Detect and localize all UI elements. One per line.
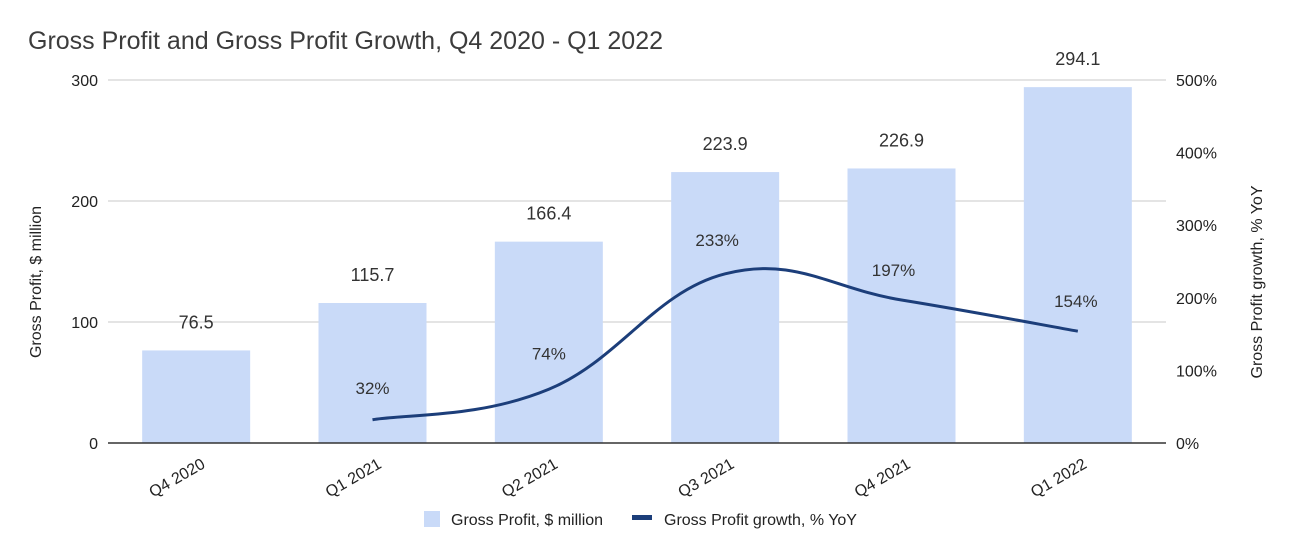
bar bbox=[142, 350, 250, 443]
line-value-label: 32% bbox=[355, 379, 389, 398]
x-tick-label: Q4 2021 bbox=[852, 456, 914, 501]
bar-series bbox=[142, 87, 1132, 443]
y-tick-label: 200 bbox=[71, 194, 98, 211]
legend-swatch-bar bbox=[424, 511, 440, 527]
chart: Gross Profit and Gross Profit Growth, Q4… bbox=[0, 0, 1292, 555]
bar-value-label: 223.9 bbox=[703, 134, 748, 154]
line-value-label: 74% bbox=[532, 344, 566, 363]
y2-tick-label: 500% bbox=[1176, 73, 1217, 90]
line-value-label: 154% bbox=[1054, 292, 1097, 311]
legend: Gross Profit, $ million Gross Profit grow… bbox=[424, 511, 857, 529]
y-tick-label: 100 bbox=[71, 315, 98, 332]
bar-value-label: 115.7 bbox=[351, 265, 395, 285]
y2-tick-label: 0% bbox=[1176, 436, 1199, 453]
y2-tick-label: 100% bbox=[1176, 363, 1217, 380]
bar-value-label: 226.9 bbox=[879, 130, 924, 150]
y-tick-label: 300 bbox=[71, 73, 98, 90]
data-labels: 76.5 115.7 166.4 223.9 226.9 294.1 32% 74% 233% 1… bbox=[179, 49, 1101, 398]
bar-value-label: 294.1 bbox=[1055, 49, 1100, 69]
bar bbox=[671, 172, 779, 443]
y2-tick-label: 400% bbox=[1176, 146, 1217, 163]
y2-tick-label: 300% bbox=[1176, 218, 1217, 235]
line-value-label: 233% bbox=[695, 231, 738, 250]
bar bbox=[319, 303, 427, 443]
x-tick-label: Q3 2021 bbox=[676, 456, 738, 501]
bar-value-label: 76.5 bbox=[179, 312, 214, 332]
legend-label-bar: Gross Profit, $ million bbox=[451, 512, 603, 529]
gridlines bbox=[108, 80, 1166, 322]
bar-value-label: 166.4 bbox=[526, 204, 571, 224]
y2-axis-title: Gross Profit growth, % YoY bbox=[1249, 185, 1266, 378]
bar bbox=[1024, 87, 1132, 443]
x-tick-label: Q2 2021 bbox=[499, 456, 561, 501]
legend-label-line: Gross Profit growth, % YoY bbox=[664, 512, 857, 529]
y-axis-title: Gross Profit, $ million bbox=[28, 206, 45, 358]
y-tick-label: 0 bbox=[89, 436, 98, 453]
x-tick-label: Q1 2022 bbox=[1028, 456, 1090, 501]
legend-swatch-line bbox=[632, 515, 652, 520]
x-tick-label: Q1 2021 bbox=[323, 456, 385, 501]
x-tick-label: Q4 2020 bbox=[147, 456, 209, 501]
bar bbox=[495, 242, 603, 443]
line-value-label: 197% bbox=[872, 261, 915, 280]
chart-title: Gross Profit and Gross Profit Growth, Q4… bbox=[28, 27, 663, 55]
y2-tick-label: 200% bbox=[1176, 291, 1217, 308]
